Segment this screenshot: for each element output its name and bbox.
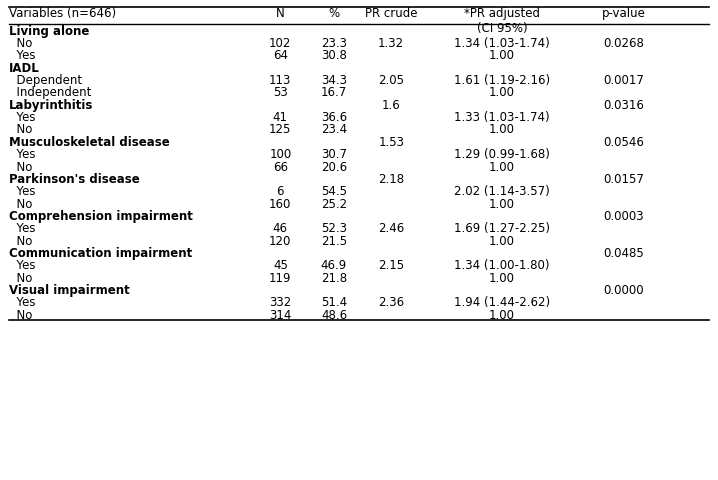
Text: PR crude: PR crude: [365, 7, 417, 20]
Text: 23.4: 23.4: [321, 123, 347, 136]
Text: No: No: [9, 198, 32, 211]
Text: 1.00: 1.00: [489, 123, 515, 136]
Text: Variables (n=646): Variables (n=646): [9, 7, 116, 20]
Text: Dependent: Dependent: [9, 74, 82, 87]
Text: 1.94 (1.44-2.62): 1.94 (1.44-2.62): [454, 296, 550, 310]
Text: 0.0017: 0.0017: [603, 74, 644, 87]
Text: 0.0003: 0.0003: [603, 210, 644, 223]
Text: Parkinson's disease: Parkinson's disease: [9, 173, 139, 186]
Text: 34.3: 34.3: [321, 74, 347, 87]
Text: 6: 6: [276, 185, 284, 198]
Text: 20.6: 20.6: [321, 160, 347, 174]
Text: 64: 64: [273, 49, 288, 62]
Text: 46: 46: [273, 222, 288, 235]
Text: 2.18: 2.18: [378, 173, 404, 186]
Text: 30.7: 30.7: [321, 148, 347, 161]
Text: 2.02 (1.14-3.57): 2.02 (1.14-3.57): [454, 185, 550, 198]
Text: 1.00: 1.00: [489, 86, 515, 99]
Text: 45: 45: [273, 259, 288, 272]
Text: 119: 119: [269, 272, 292, 285]
Text: 1.34 (1.03-1.74): 1.34 (1.03-1.74): [454, 37, 550, 50]
Text: 332: 332: [269, 296, 292, 310]
Text: No: No: [9, 160, 32, 174]
Text: 120: 120: [269, 235, 292, 248]
Text: 125: 125: [269, 123, 292, 136]
Text: 48.6: 48.6: [321, 309, 347, 322]
Text: 0.0546: 0.0546: [603, 136, 644, 149]
Text: 1.00: 1.00: [489, 272, 515, 285]
Text: 0.0268: 0.0268: [603, 37, 644, 50]
Text: 0.0000: 0.0000: [603, 284, 644, 297]
Text: No: No: [9, 272, 32, 285]
Text: Yes: Yes: [9, 222, 35, 235]
Text: 1.69 (1.27-2.25): 1.69 (1.27-2.25): [454, 222, 550, 235]
Text: 0.0157: 0.0157: [603, 173, 644, 186]
Text: 1.00: 1.00: [489, 49, 515, 62]
Text: Yes: Yes: [9, 49, 35, 62]
Text: 2.15: 2.15: [378, 259, 404, 272]
Text: 1.34 (1.00-1.80): 1.34 (1.00-1.80): [454, 259, 550, 272]
Text: Musculoskeletal disease: Musculoskeletal disease: [9, 136, 169, 149]
Text: 21.8: 21.8: [321, 272, 347, 285]
Text: 21.5: 21.5: [321, 235, 347, 248]
Text: 1.00: 1.00: [489, 309, 515, 322]
Text: 36.6: 36.6: [321, 111, 347, 124]
Text: 100: 100: [269, 148, 292, 161]
Text: 1.32: 1.32: [378, 37, 404, 50]
Text: 53: 53: [273, 86, 288, 99]
Text: Visual impairment: Visual impairment: [9, 284, 129, 297]
Text: 54.5: 54.5: [321, 185, 347, 198]
Text: 113: 113: [269, 74, 292, 87]
Text: 46.9: 46.9: [321, 259, 347, 272]
Text: *PR adjusted
(CI 95%): *PR adjusted (CI 95%): [464, 7, 540, 35]
Text: 23.3: 23.3: [321, 37, 347, 50]
Text: 2.46: 2.46: [378, 222, 404, 235]
Text: Labyrinthitis: Labyrinthitis: [9, 99, 93, 112]
Text: Yes: Yes: [9, 148, 35, 161]
Text: Comprehension impairment: Comprehension impairment: [9, 210, 192, 223]
Text: Living alone: Living alone: [9, 24, 89, 38]
Text: No: No: [9, 309, 32, 322]
Text: 66: 66: [273, 160, 288, 174]
Text: Communication impairment: Communication impairment: [9, 247, 192, 260]
Text: Yes: Yes: [9, 185, 35, 198]
Text: 2.05: 2.05: [378, 74, 404, 87]
Text: IADL: IADL: [9, 62, 39, 75]
Text: Yes: Yes: [9, 259, 35, 272]
Text: 51.4: 51.4: [321, 296, 347, 310]
Text: 1.00: 1.00: [489, 160, 515, 174]
Text: No: No: [9, 235, 32, 248]
Text: Independent: Independent: [9, 86, 91, 99]
Text: 1.61 (1.19-2.16): 1.61 (1.19-2.16): [454, 74, 550, 87]
Text: 1.29 (0.99-1.68): 1.29 (0.99-1.68): [454, 148, 550, 161]
Text: 1.53: 1.53: [378, 136, 404, 149]
Text: 0.0485: 0.0485: [603, 247, 644, 260]
Text: N: N: [276, 7, 285, 20]
Text: 16.7: 16.7: [321, 86, 347, 99]
Text: 1.6: 1.6: [382, 99, 401, 112]
Text: 102: 102: [269, 37, 292, 50]
Text: 314: 314: [269, 309, 292, 322]
Text: Yes: Yes: [9, 296, 35, 310]
Text: Yes: Yes: [9, 111, 35, 124]
Text: 1.33 (1.03-1.74): 1.33 (1.03-1.74): [454, 111, 550, 124]
Text: 25.2: 25.2: [321, 198, 347, 211]
Text: 160: 160: [269, 198, 292, 211]
Text: 2.36: 2.36: [378, 296, 404, 310]
Text: 1.00: 1.00: [489, 235, 515, 248]
Text: 30.8: 30.8: [321, 49, 347, 62]
Text: p-value: p-value: [602, 7, 645, 20]
Text: %: %: [328, 7, 340, 20]
Text: 41: 41: [273, 111, 288, 124]
Text: No: No: [9, 123, 32, 136]
Text: No: No: [9, 37, 32, 50]
Text: 1.00: 1.00: [489, 198, 515, 211]
Text: 0.0316: 0.0316: [603, 99, 644, 112]
Text: 52.3: 52.3: [321, 222, 347, 235]
